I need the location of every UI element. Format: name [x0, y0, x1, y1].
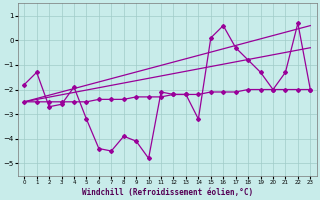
X-axis label: Windchill (Refroidissement éolien,°C): Windchill (Refroidissement éolien,°C): [82, 188, 253, 197]
